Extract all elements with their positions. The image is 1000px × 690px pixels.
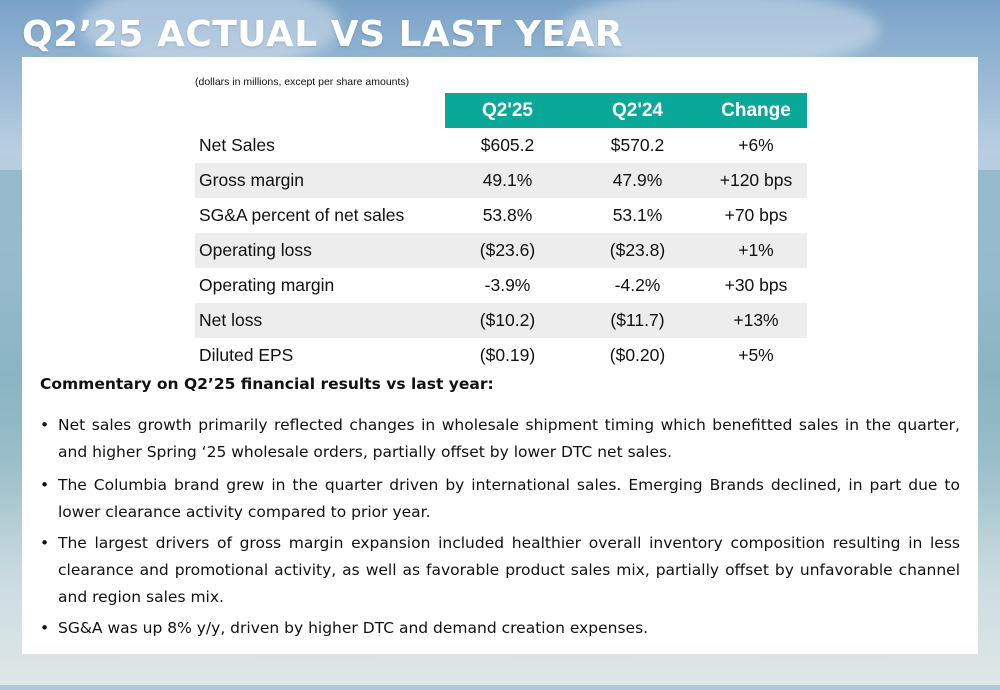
row-q224: 53.1% bbox=[612, 205, 663, 225]
bullet-icon: • bbox=[40, 476, 50, 494]
row-change: +120 bps bbox=[705, 163, 807, 198]
row-q225: ($0.19) bbox=[479, 345, 536, 365]
row-change: +30 bps bbox=[724, 275, 788, 295]
row-q225: ($23.6) bbox=[445, 233, 570, 268]
row-label: Net loss bbox=[195, 303, 445, 338]
table-row: Operating loss ($23.6) ($23.8) +1% bbox=[195, 233, 807, 268]
bullet-icon: • bbox=[40, 619, 50, 637]
table-row: Gross margin 49.1% 47.9% +120 bps bbox=[195, 163, 807, 198]
row-label: Gross margin bbox=[195, 163, 445, 198]
financial-table-section: (dollars in millions, except per share a… bbox=[195, 75, 810, 373]
table-note: (dollars in millions, except per share a… bbox=[195, 76, 410, 88]
header-q225: Q2'25 bbox=[445, 93, 570, 128]
commentary-heading: Commentary on Q2’25 financial results vs… bbox=[40, 375, 494, 393]
row-label: Net Sales bbox=[199, 135, 275, 155]
row-q224: $570.2 bbox=[610, 135, 665, 155]
commentary-list: • Net sales growth primarily reflected c… bbox=[40, 412, 960, 642]
header-blank bbox=[195, 93, 445, 128]
row-label: SG&A percent of net sales bbox=[199, 205, 405, 225]
row-change: +13% bbox=[705, 303, 807, 338]
table-row: Net loss ($10.2) ($11.7) +13% bbox=[195, 303, 807, 338]
list-item: • Net sales growth primarily reflected c… bbox=[40, 412, 960, 466]
header-q224: Q2'24 bbox=[570, 93, 705, 128]
content-panel: (dollars in millions, except per share a… bbox=[22, 57, 978, 654]
row-q225: -3.9% bbox=[484, 275, 531, 295]
row-q225: ($10.2) bbox=[445, 303, 570, 338]
row-q224: 47.9% bbox=[570, 163, 705, 198]
table-row: Net Sales $605.2 $570.2 +6% bbox=[195, 128, 807, 163]
row-q225: 53.8% bbox=[482, 205, 533, 225]
list-item-text: SG&A was up 8% y/y, driven by higher DTC… bbox=[58, 619, 649, 637]
list-item-text: The largest drivers of gross margin expa… bbox=[58, 534, 960, 606]
list-item-text: The Columbia brand grew in the quarter d… bbox=[58, 476, 960, 521]
row-q224: ($23.8) bbox=[570, 233, 705, 268]
list-item: • The largest drivers of gross margin ex… bbox=[40, 530, 960, 611]
table-header-row: Q2'25 Q2'24 Change bbox=[195, 93, 807, 128]
bullet-icon: • bbox=[40, 416, 50, 434]
table-row: SG&A percent of net sales 53.8% 53.1% +7… bbox=[195, 198, 807, 233]
row-label: Diluted EPS bbox=[199, 345, 294, 365]
list-item: • The Columbia brand grew in the quarter… bbox=[40, 472, 960, 526]
table-row: Operating margin -3.9% -4.2% +30 bps bbox=[195, 268, 807, 303]
row-change: +6% bbox=[738, 135, 774, 155]
row-change: +5% bbox=[738, 345, 774, 365]
row-label: Operating margin bbox=[199, 275, 335, 295]
list-item: • SG&A was up 8% y/y, driven by higher D… bbox=[40, 615, 960, 642]
financial-table: Q2'25 Q2'24 Change Net Sales $605.2 $570… bbox=[195, 93, 807, 373]
row-change: +1% bbox=[705, 233, 807, 268]
header-change: Change bbox=[705, 93, 807, 128]
row-q225: $605.2 bbox=[480, 135, 535, 155]
list-item-text: Net sales growth primarily reflected cha… bbox=[58, 416, 960, 461]
page-title: Q2’25 ACTUAL VS LAST YEAR bbox=[22, 14, 624, 55]
row-label: Operating loss bbox=[195, 233, 445, 268]
table-row: Diluted EPS ($0.19) ($0.20) +5% bbox=[195, 338, 807, 373]
bullet-icon: • bbox=[40, 534, 50, 552]
row-q224: -4.2% bbox=[614, 275, 661, 295]
row-q225: 49.1% bbox=[445, 163, 570, 198]
row-change: +70 bps bbox=[724, 205, 788, 225]
row-q224: ($0.20) bbox=[609, 345, 666, 365]
row-q224: ($11.7) bbox=[570, 303, 705, 338]
